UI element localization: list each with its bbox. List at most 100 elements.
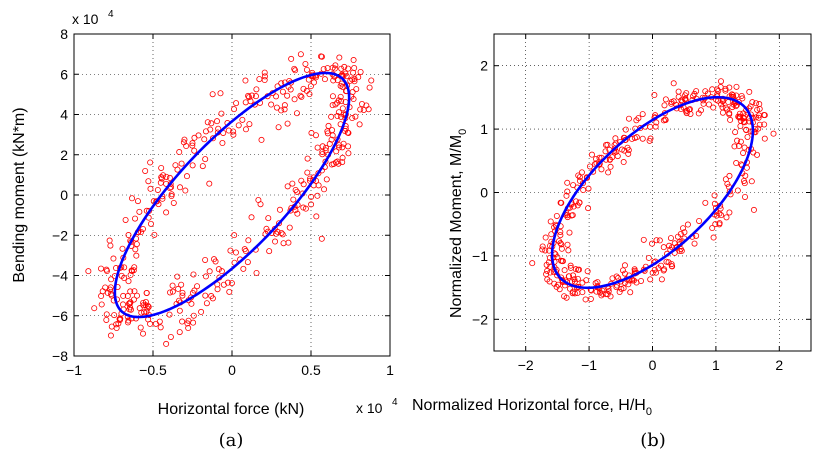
data-point-a bbox=[176, 307, 183, 314]
x-tick-label-a: 0.5 bbox=[301, 362, 321, 378]
data-point-a bbox=[174, 273, 181, 280]
data-point-b bbox=[756, 101, 763, 108]
data-point-b bbox=[704, 90, 711, 97]
data-point-a bbox=[366, 84, 373, 91]
data-point-a bbox=[230, 106, 237, 113]
y-multiplier-a: x 10 4 bbox=[72, 9, 114, 27]
data-point-a bbox=[328, 113, 335, 120]
data-point-a bbox=[202, 128, 209, 135]
data-point-a bbox=[337, 93, 344, 100]
data-point-a bbox=[224, 279, 231, 286]
data-point-a bbox=[339, 154, 346, 161]
data-point-a bbox=[246, 121, 253, 128]
data-point-b bbox=[655, 265, 662, 272]
data-point-a bbox=[235, 122, 242, 129]
y-tick-label-b: 2 bbox=[480, 58, 488, 74]
data-point-b bbox=[557, 232, 564, 239]
data-point-a bbox=[288, 55, 295, 62]
data-point-a bbox=[169, 282, 176, 289]
data-point-b bbox=[605, 288, 612, 295]
data-point-b bbox=[605, 169, 612, 176]
data-point-a bbox=[154, 186, 161, 193]
y-tick-label-b: −2 bbox=[472, 311, 488, 327]
data-point-a bbox=[215, 125, 222, 132]
data-point-a bbox=[292, 67, 299, 74]
data-point-b bbox=[578, 169, 585, 176]
grid-b bbox=[494, 34, 811, 351]
data-point-b bbox=[684, 221, 691, 228]
data-point-b bbox=[697, 107, 704, 114]
data-point-a bbox=[137, 324, 144, 331]
data-point-a bbox=[102, 284, 109, 291]
data-point-b bbox=[739, 95, 746, 102]
data-point-b bbox=[558, 245, 565, 252]
data-point-a bbox=[208, 120, 215, 127]
data-point-b bbox=[700, 100, 707, 107]
data-point-a bbox=[228, 280, 235, 287]
data-point-a bbox=[98, 293, 105, 300]
y-tick-label-a: −6 bbox=[52, 308, 68, 324]
data-point-a bbox=[245, 92, 252, 99]
data-point-a bbox=[185, 317, 192, 324]
data-point-a bbox=[172, 162, 179, 169]
data-point-b bbox=[756, 112, 763, 119]
data-point-b bbox=[557, 199, 564, 206]
data-point-a bbox=[208, 293, 215, 300]
data-point-a bbox=[265, 215, 272, 222]
data-point-b bbox=[570, 272, 577, 279]
data-point-a bbox=[202, 292, 209, 299]
data-point-b bbox=[733, 83, 740, 90]
data-point-a bbox=[334, 113, 341, 120]
data-point-a bbox=[132, 215, 139, 222]
data-point-b bbox=[649, 269, 656, 276]
data-point-b bbox=[609, 154, 616, 161]
data-point-b bbox=[658, 276, 665, 283]
data-point-a bbox=[297, 51, 304, 58]
data-point-a bbox=[350, 57, 357, 64]
y-tick-label-a: 2 bbox=[60, 147, 68, 163]
data-point-a bbox=[319, 148, 326, 155]
data-point-b bbox=[564, 188, 571, 195]
data-point-b bbox=[691, 240, 698, 247]
data-point-b bbox=[548, 231, 555, 238]
data-point-b bbox=[730, 101, 737, 108]
data-point-a bbox=[98, 265, 105, 272]
data-point-b bbox=[666, 242, 673, 249]
data-point-b bbox=[569, 212, 576, 219]
data-point-b bbox=[576, 174, 583, 181]
data-point-a bbox=[291, 96, 298, 103]
data-point-a bbox=[215, 266, 222, 273]
data-point-a bbox=[206, 180, 213, 187]
data-point-a bbox=[167, 289, 174, 296]
data-point-a bbox=[302, 205, 309, 212]
data-point-a bbox=[329, 127, 336, 134]
data-point-b bbox=[681, 229, 688, 236]
data-point-a bbox=[185, 325, 192, 332]
panel-b: −2 −1 0 1 2 −2 −1 0 1 2 Normalized Horizontal for… bbox=[412, 33, 812, 451]
data-point-a bbox=[136, 208, 143, 215]
data-point-a bbox=[169, 288, 176, 295]
data-point-a bbox=[319, 143, 326, 150]
data-point-a bbox=[104, 289, 111, 296]
data-point-b bbox=[629, 277, 636, 284]
data-point-a bbox=[204, 119, 211, 126]
data-point-a bbox=[163, 340, 170, 347]
data-point-a bbox=[304, 169, 311, 176]
x-tick-label-b: 1 bbox=[712, 357, 720, 373]
data-point-a bbox=[108, 276, 115, 283]
data-point-b bbox=[569, 290, 576, 297]
data-point-a bbox=[349, 115, 356, 122]
data-point-b bbox=[576, 199, 583, 206]
data-point-b bbox=[722, 87, 729, 94]
svg-text:x 10: x 10 bbox=[72, 11, 99, 27]
data-point-a bbox=[127, 272, 134, 279]
data-point-a bbox=[158, 164, 165, 171]
data-point-b bbox=[567, 262, 574, 269]
data-point-a bbox=[256, 76, 263, 83]
data-point-a bbox=[122, 216, 129, 223]
data-point-b bbox=[557, 240, 564, 247]
data-point-a bbox=[166, 174, 173, 181]
data-point-b bbox=[588, 151, 595, 158]
data-point-a bbox=[365, 106, 372, 113]
data-point-b bbox=[732, 129, 739, 136]
